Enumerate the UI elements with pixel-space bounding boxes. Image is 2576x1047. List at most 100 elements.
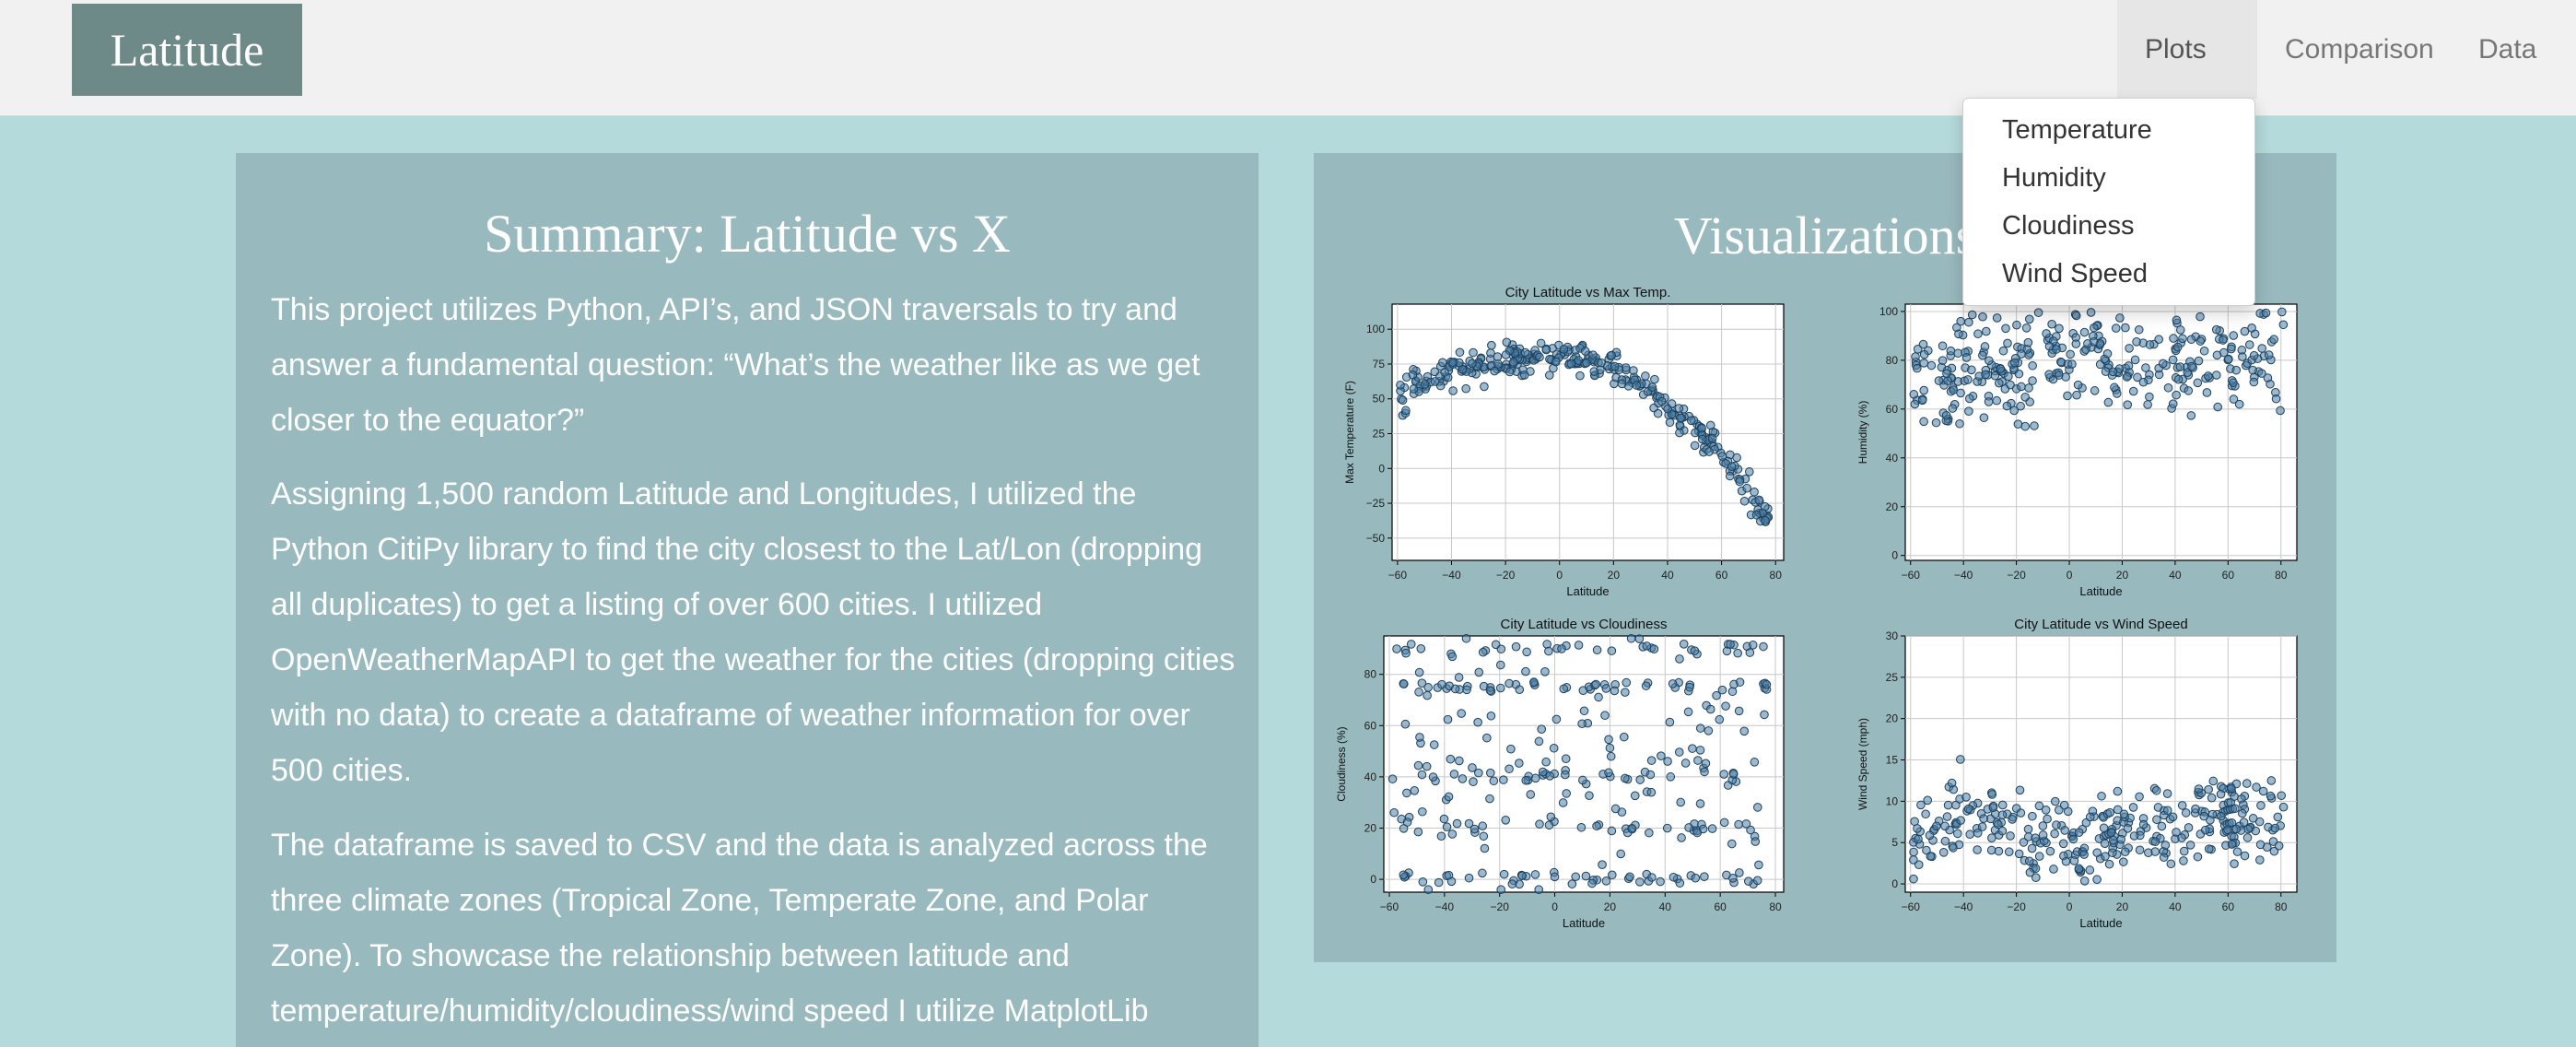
chart-point xyxy=(1700,767,1709,777)
chart-point xyxy=(1961,793,1971,802)
chart-point xyxy=(2195,312,2205,322)
chart-point xyxy=(2239,818,2249,827)
chart-point xyxy=(2021,324,2032,333)
chart-point xyxy=(2103,397,2113,407)
nav-plots-dropdown[interactable]: Plots xyxy=(2117,0,2257,154)
chart-point xyxy=(1994,819,2003,829)
chart-tick-label-x: 80 xyxy=(2275,569,2288,582)
dropdown-item-wind-speed[interactable]: Wind Speed xyxy=(2002,259,2148,288)
chart-point xyxy=(2240,851,2250,861)
chart-point xyxy=(1437,679,1446,689)
chart-point xyxy=(1719,818,1729,828)
chart-point xyxy=(1551,714,1562,724)
chart-point xyxy=(1490,366,1499,376)
chart-point xyxy=(2160,841,2171,850)
chart-point xyxy=(2230,859,2239,869)
chart-point xyxy=(1649,644,1659,653)
chart-point xyxy=(1921,809,1930,819)
chart-point xyxy=(1422,761,1432,771)
chart-point xyxy=(1666,772,1676,782)
chart-point xyxy=(1760,501,1770,512)
chart-point xyxy=(1417,678,1427,688)
chart-point xyxy=(1448,386,1458,395)
summary-title: Summary: Latitude vs X xyxy=(484,204,1011,264)
chart-tick-label-x: 60 xyxy=(2222,900,2235,913)
chart-point xyxy=(1965,829,1974,840)
chart-point xyxy=(2261,308,2271,318)
chart-point xyxy=(2123,400,2132,409)
chart-point xyxy=(1485,794,1494,804)
chart-point xyxy=(1997,810,2008,820)
chart-point xyxy=(2224,354,2233,364)
chart-point xyxy=(1530,773,1540,783)
nav-comparison[interactable]: Comparison xyxy=(2285,34,2434,65)
chart-tick-label-x: −60 xyxy=(1902,900,1921,913)
chart-point xyxy=(1392,644,1401,653)
chart-point xyxy=(2169,334,2178,343)
chart-point xyxy=(2172,390,2181,400)
chart-point xyxy=(2115,313,2125,323)
chart-point xyxy=(2138,377,2149,387)
chart-point xyxy=(1750,758,1760,767)
chart-tick-label-y: 100 xyxy=(1879,305,1898,318)
chart-point xyxy=(1442,822,1452,832)
chart-point xyxy=(1511,641,1521,652)
chart-point xyxy=(1739,496,1750,506)
chart-point xyxy=(2194,784,2204,794)
dropdown-item-temperature[interactable]: Temperature xyxy=(2002,115,2152,145)
chart-point xyxy=(1990,371,2000,381)
chart-tick-label-x: −60 xyxy=(1902,569,1921,582)
brand-logo[interactable]: Latitude xyxy=(72,4,302,96)
chart-point xyxy=(1978,312,1987,322)
chart-point xyxy=(1675,428,1684,438)
chart-point xyxy=(1942,812,1952,821)
summary-paragraph-2: Assigning 1,500 random Latitude and Long… xyxy=(271,476,1235,788)
chart-point xyxy=(2020,393,2030,402)
chart-point xyxy=(1413,827,1423,837)
chart-point xyxy=(1401,406,1411,416)
chart-point xyxy=(1493,352,1503,361)
chart-point xyxy=(2179,846,2189,856)
chart-point xyxy=(1408,370,1418,380)
chart-point xyxy=(2008,815,2017,824)
chart-point xyxy=(1610,361,1620,371)
chart-point xyxy=(1909,390,1919,399)
dropdown-item-cloudiness[interactable]: Cloudiness xyxy=(2002,211,2135,241)
chart-point xyxy=(2216,789,2226,799)
chart-point xyxy=(1926,360,1937,371)
chart-point xyxy=(1986,845,1996,855)
chart-point xyxy=(2121,323,2130,333)
chart-point xyxy=(1423,885,1434,895)
chart-point xyxy=(2116,834,2125,844)
chart-point xyxy=(1616,849,1626,859)
chart-point xyxy=(2193,852,2203,862)
chart-tick-label-y: 0 xyxy=(1891,877,1898,890)
chart-point xyxy=(1486,348,1495,358)
chart-point xyxy=(1925,830,1935,841)
chart-point xyxy=(2274,841,2284,851)
chart-point xyxy=(1515,685,1525,695)
chart-point xyxy=(1668,679,1678,688)
chart-point xyxy=(1515,759,1524,768)
chart-point xyxy=(2002,401,2012,411)
chart-tick-label-x: 0 xyxy=(1551,900,1558,913)
chart-point xyxy=(2237,808,2247,818)
chart-point xyxy=(1909,847,1918,857)
chart-point xyxy=(2055,324,2064,334)
chart-point xyxy=(2183,368,2193,377)
chart-tick-label-y: 40 xyxy=(1364,771,1377,783)
chart-point xyxy=(1967,365,1976,375)
chart-point xyxy=(1402,818,1412,827)
chart-point xyxy=(1406,640,1416,649)
chart-point xyxy=(1576,822,1587,832)
chart-tick-label-x: −20 xyxy=(1496,569,1516,582)
chart-point xyxy=(2231,365,2242,375)
chart-point xyxy=(1496,885,1506,895)
nav-data[interactable]: Data xyxy=(2478,34,2537,65)
chart-point xyxy=(1605,743,1615,753)
chart-point xyxy=(2264,350,2274,359)
chart-point xyxy=(1996,364,2006,374)
chart-point xyxy=(2277,791,2287,801)
dropdown-item-humidity[interactable]: Humidity xyxy=(2002,163,2106,193)
chart-tick-label-x: 80 xyxy=(1770,569,1783,582)
